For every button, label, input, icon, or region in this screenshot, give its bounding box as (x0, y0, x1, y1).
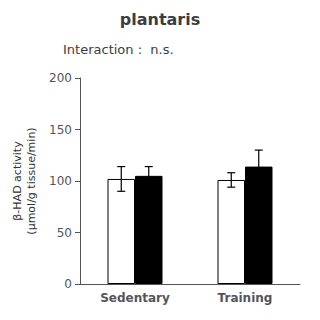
svg-text:0: 0 (64, 277, 72, 291)
svg-text:Training: Training (218, 291, 273, 305)
svg-text:50: 50 (57, 226, 72, 240)
svg-text:plantaris: plantaris (120, 10, 200, 29)
svg-text:200: 200 (49, 71, 72, 85)
svg-text:β-HAD activity: β-HAD activity (11, 141, 24, 221)
svg-text:150: 150 (49, 123, 72, 137)
svg-text:Interaction : n.s.: Interaction : n.s. (63, 42, 174, 57)
svg-text:100: 100 (49, 174, 72, 188)
svg-text:(μmol/g tissue/min): (μmol/g tissue/min) (25, 127, 38, 234)
svg-text:Sedentary: Sedentary (100, 291, 170, 305)
